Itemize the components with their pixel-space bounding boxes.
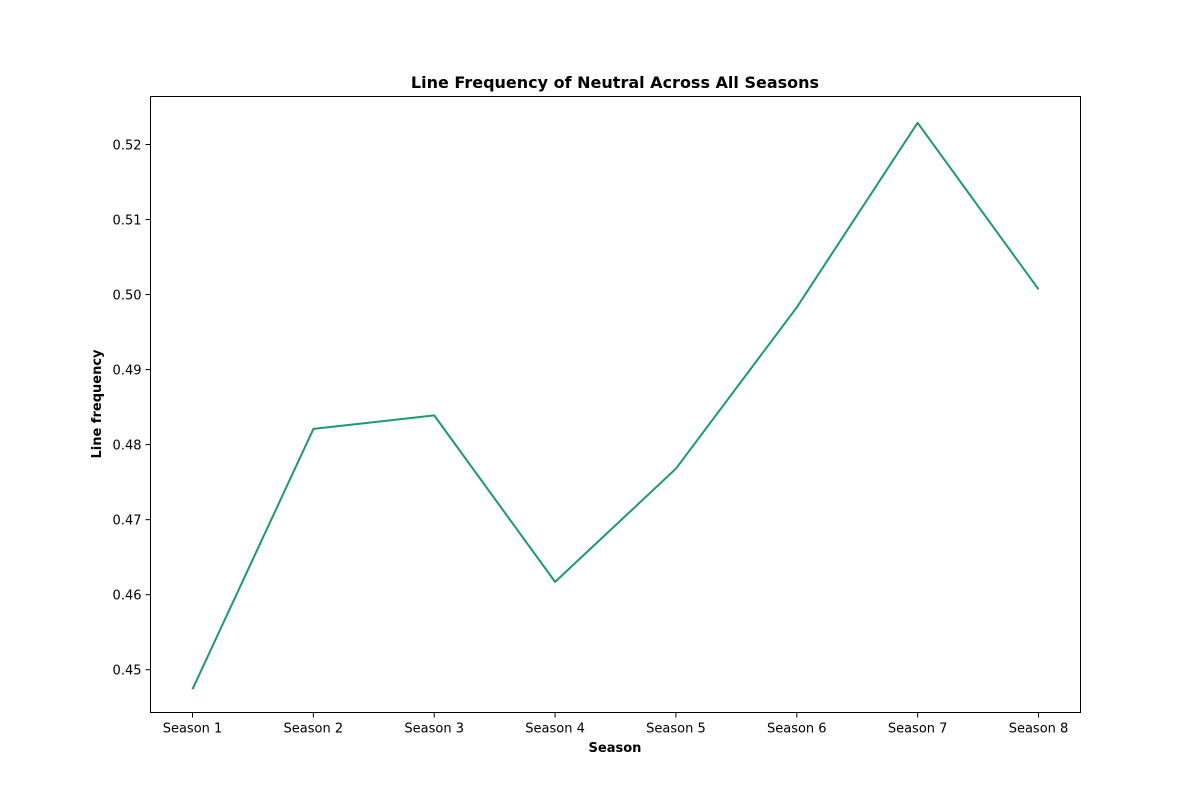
y-axis-label: Line frequency bbox=[90, 349, 105, 459]
x-tick-label: Season 5 bbox=[646, 722, 706, 737]
y-tick-label: 0.50 bbox=[113, 289, 142, 304]
y-tick-label: 0.46 bbox=[113, 589, 142, 604]
plot-area bbox=[150, 96, 1081, 713]
x-tick-label: Season 2 bbox=[284, 722, 344, 737]
y-tick-label: 0.48 bbox=[113, 439, 142, 454]
x-tick-label: Season 4 bbox=[525, 722, 585, 737]
y-tick-label: 0.52 bbox=[113, 139, 142, 154]
chart-title: Line Frequency of Neutral Across All Sea… bbox=[411, 73, 819, 92]
x-tick-label: Season 7 bbox=[888, 722, 948, 737]
series-layer bbox=[191, 121, 1040, 690]
y-tick-label: 0.45 bbox=[113, 664, 142, 679]
data-point bbox=[192, 688, 194, 690]
x-axis-label: Season bbox=[589, 741, 642, 756]
y-axis: 0.45 0.46 0.47 0.48 0.49 0.50 0.51 0.52 bbox=[113, 139, 151, 679]
series-line bbox=[191, 121, 1040, 690]
y-tick-label: 0.51 bbox=[113, 214, 142, 229]
x-axis: Season 1 Season 2 Season 3 Season 4 Season 5… bbox=[163, 712, 1069, 737]
x-tick-label: Season 8 bbox=[1009, 722, 1069, 737]
data-point bbox=[1038, 288, 1040, 290]
data-point bbox=[796, 306, 798, 308]
x-tick-label: Season 1 bbox=[163, 722, 223, 737]
x-tick-label: Season 6 bbox=[767, 722, 827, 737]
data-point bbox=[917, 122, 919, 124]
data-point bbox=[433, 414, 435, 416]
data-point bbox=[554, 581, 556, 583]
x-tick-label: Season 3 bbox=[404, 722, 464, 737]
data-point bbox=[312, 428, 314, 430]
data-point bbox=[675, 468, 677, 470]
y-tick-label: 0.47 bbox=[113, 514, 142, 529]
y-tick-label: 0.49 bbox=[113, 364, 142, 379]
